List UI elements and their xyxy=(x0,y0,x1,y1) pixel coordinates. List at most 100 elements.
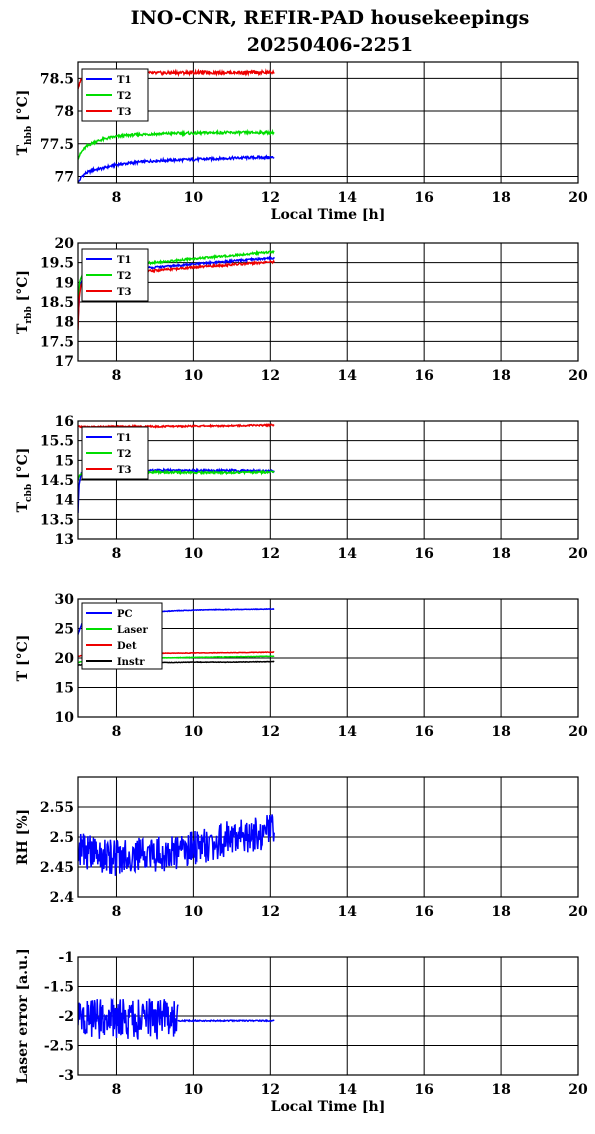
plot-frame xyxy=(77,956,579,1076)
y-tick-label: 19.5 xyxy=(40,256,74,272)
y-tick-label: 2.55 xyxy=(40,800,74,816)
x-tick-label: 10 xyxy=(184,904,204,920)
y-axis-label: RH [%] xyxy=(15,809,31,865)
y-tick-label: -1.5 xyxy=(44,980,74,996)
x-tick-label: 14 xyxy=(337,546,357,562)
x-axis-label: Local Time [h] xyxy=(271,207,386,223)
x-tick-label: 10 xyxy=(184,546,204,562)
y-axis-label-main: T xyxy=(15,501,31,512)
y-tick-label: 25 xyxy=(55,622,74,638)
legend-label: Det xyxy=(117,641,137,652)
x-tick-label: 10 xyxy=(184,724,204,740)
series-line-t2 xyxy=(78,128,275,160)
legend-label: T3 xyxy=(117,465,131,476)
x-axis-label: Local Time [h] xyxy=(271,1099,386,1115)
x-tick-label: 18 xyxy=(491,190,510,206)
y-tick-label: 2.45 xyxy=(40,860,74,876)
series-line-2 xyxy=(177,1018,275,1023)
x-tick-label: 16 xyxy=(414,724,433,740)
x-tick-label: 8 xyxy=(112,724,122,740)
y-tick-label: 13 xyxy=(55,532,74,548)
y-axis-label: Thbb [°C] xyxy=(15,90,34,156)
y-tick-label: -2 xyxy=(58,1009,74,1025)
y-tick-label: 20 xyxy=(55,651,75,667)
series-line-t1 xyxy=(78,154,275,183)
y-tick-label: 2.5 xyxy=(50,830,74,846)
y-tick-label: 16 xyxy=(55,414,74,430)
y-axis-label-unit: [°C] xyxy=(15,448,31,484)
y-axis-label: Laser error [a.u.] xyxy=(15,948,31,1083)
legend-label: PC xyxy=(117,609,133,620)
x-tick-label: 16 xyxy=(414,368,433,384)
x-tick-label: 18 xyxy=(491,368,510,384)
legend-label: T1 xyxy=(117,75,131,86)
x-tick-label: 8 xyxy=(112,1082,122,1098)
chart-panel-1: 77 77.5 78 78.5 8 10 12 14 16 18 20 Thbb [°C] Local … xyxy=(15,61,588,223)
y-tick-label: 14.5 xyxy=(40,473,74,489)
y-axis-label-main: T xyxy=(15,144,31,155)
y-tick-label: 14 xyxy=(55,493,75,509)
x-tick-label: 20 xyxy=(568,904,588,920)
y-tick-label: 10 xyxy=(55,710,75,726)
y-tick-label: 30 xyxy=(55,592,75,608)
x-tick-label: 10 xyxy=(184,1082,204,1098)
chart-panel-6: -3 -2.5 -2 -1.5 -1 8 10 12 14 16 18 20 Laser error [… xyxy=(15,948,588,1115)
legend-label: T2 xyxy=(117,449,131,460)
x-tick-label: 8 xyxy=(112,546,122,562)
x-tick-label: 16 xyxy=(414,1082,433,1098)
y-tick-label: 15.5 xyxy=(40,434,74,450)
x-tick-label: 14 xyxy=(337,1082,357,1098)
x-tick-label: 12 xyxy=(261,724,280,740)
x-tick-label: 14 xyxy=(337,190,357,206)
y-tick-label: 18 xyxy=(55,315,74,331)
x-tick-label: 14 xyxy=(337,724,357,740)
x-tick-label: 10 xyxy=(184,368,204,384)
y-tick-label: -1 xyxy=(58,950,74,966)
x-tick-label: 20 xyxy=(568,1082,588,1098)
y-tick-label: 17 xyxy=(55,354,74,370)
y-axis-label-main: T [°C] xyxy=(15,635,31,682)
y-axis-label-main: Laser error [a.u.] xyxy=(15,948,31,1083)
y-axis-label-sub: cbb xyxy=(24,484,34,502)
y-axis-label-unit: [°C] xyxy=(15,270,31,306)
chart-panel-2: 17 17.5 18 18.5 19 19.5 20 8 10 12 14 16 18 20 Trbb [°… xyxy=(15,236,588,384)
x-tick-label: 20 xyxy=(568,546,588,562)
y-tick-label: 17.5 xyxy=(40,334,74,350)
y-tick-label: 13.5 xyxy=(40,512,74,528)
chart-legend: T1 T2 T3 xyxy=(81,426,149,480)
x-tick-label: 16 xyxy=(414,904,433,920)
chart-legend: T1 T2 T3 xyxy=(81,68,149,122)
x-tick-label: 8 xyxy=(112,904,122,920)
x-tick-label: 16 xyxy=(414,546,433,562)
y-tick-label: 20 xyxy=(55,236,75,252)
y-axis-label-main: T xyxy=(15,323,31,334)
chart-legend: PC Laser Det Instr xyxy=(81,602,163,670)
x-tick-label: 12 xyxy=(261,1082,280,1098)
x-tick-label: 10 xyxy=(184,190,204,206)
y-tick-label: 15 xyxy=(55,453,74,469)
x-tick-label: 20 xyxy=(568,368,588,384)
y-tick-label: 78.5 xyxy=(40,71,74,87)
x-tick-label: 20 xyxy=(568,190,588,206)
y-tick-label: 18.5 xyxy=(40,295,74,311)
legend-label: Instr xyxy=(117,657,145,668)
y-axis-label: Tcbb [°C] xyxy=(15,448,34,513)
y-axis-label-sub: rbb xyxy=(24,306,34,323)
chart-panel-3: 13 13.5 14 14.5 15 15.5 16 8 10 12 14 16 18 20 Tcbb [°… xyxy=(15,414,588,562)
legend-label: T3 xyxy=(117,287,131,298)
x-tick-label: 14 xyxy=(337,904,357,920)
y-axis-label: Trbb [°C] xyxy=(15,270,34,334)
chart-legend: T1 T2 T3 xyxy=(81,248,149,302)
y-tick-label: 15 xyxy=(55,681,74,697)
x-tick-label: 12 xyxy=(261,904,280,920)
figure-title-line1: INO-CNR, REFIR-PAD housekeepings xyxy=(131,7,530,29)
chart-panel-4: 10 15 20 25 30 8 10 12 14 16 18 20 T [°C] PC Laser Det I… xyxy=(15,592,588,740)
chart-panel-5: 2.4 2.45 2.5 2.55 8 10 12 14 16 18 20 RH [%] xyxy=(15,776,588,920)
plot-frame xyxy=(77,420,579,540)
y-tick-label: 77 xyxy=(55,169,74,185)
x-tick-label: 18 xyxy=(491,724,510,740)
y-axis-label-main: RH [%] xyxy=(15,809,31,865)
x-tick-label: 18 xyxy=(491,904,510,920)
plot-frame xyxy=(77,61,579,184)
